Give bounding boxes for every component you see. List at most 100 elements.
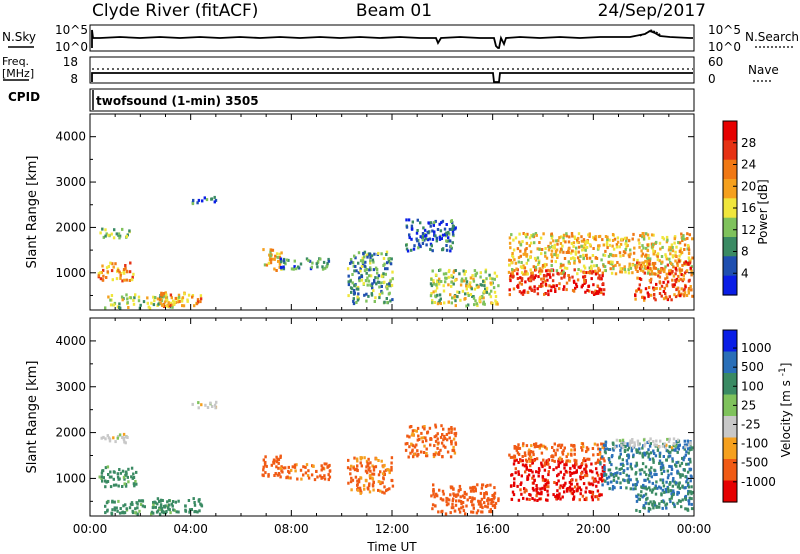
range-cell: [594, 477, 597, 481]
range-cell: [354, 265, 357, 268]
range-cell: [359, 259, 363, 263]
range-cell: [670, 465, 673, 469]
range-cell: [540, 277, 543, 281]
range-cell: [435, 239, 438, 243]
range-cell: [563, 233, 566, 237]
range-cell: [513, 477, 516, 481]
range-cell: [357, 287, 360, 291]
range-cell: [479, 283, 482, 287]
range-cell: [684, 260, 687, 264]
range-cell: [521, 444, 525, 448]
range-cell: [674, 444, 677, 448]
range-cell: [639, 472, 642, 476]
range-cell: [352, 299, 355, 303]
range-cell: [447, 427, 451, 431]
range-cell: [619, 254, 622, 258]
range-cell: [447, 236, 450, 240]
range-cell: [171, 305, 174, 309]
range-cell: [349, 261, 352, 265]
range-cell: [173, 300, 177, 304]
range-cell: [601, 465, 604, 469]
range-cell: [457, 290, 461, 294]
range-cell: [327, 465, 330, 468]
range-cell: [589, 490, 592, 494]
range-cell: [551, 255, 554, 259]
range-cell: [436, 446, 439, 450]
range-cell: [459, 488, 462, 491]
range-cell: [553, 442, 556, 446]
range-cell: [547, 248, 551, 252]
range-cell: [687, 502, 691, 506]
range-cell: [136, 512, 139, 516]
x-tick-label: 04:00: [173, 522, 208, 536]
range-cell: [657, 274, 660, 278]
range-cell: [622, 253, 625, 257]
range-cell: [123, 440, 126, 444]
range-cell: [587, 447, 590, 451]
range-cell: [555, 239, 558, 243]
range-cell: [623, 236, 627, 240]
range-cell: [539, 272, 542, 276]
range-cell: [101, 227, 104, 231]
range-cell: [416, 218, 419, 222]
range-cell: [152, 295, 155, 299]
range-cell: [518, 281, 522, 285]
range-cell: [372, 480, 375, 484]
range-cell: [688, 490, 691, 494]
colorbar-swatch: [723, 256, 737, 277]
range-cell: [644, 287, 648, 291]
range-cell: [686, 439, 689, 443]
range-cell: [539, 487, 542, 491]
range-cell: [669, 248, 672, 252]
range-cell: [665, 235, 669, 239]
range-cell: [601, 238, 604, 242]
range-cell: [683, 261, 686, 265]
range-cell: [643, 470, 646, 474]
range-cell: [630, 449, 633, 453]
range-cell: [641, 235, 644, 239]
range-cell: [511, 252, 514, 255]
range-cell: [611, 233, 615, 236]
range-cell: [320, 476, 323, 480]
range-cell: [199, 502, 202, 506]
range-cell: [648, 279, 652, 282]
range-cell: [525, 235, 528, 239]
range-cell: [569, 257, 573, 261]
range-cell: [620, 467, 623, 471]
range-cell: [466, 291, 470, 295]
range-cell: [383, 300, 386, 304]
range-cell: [651, 244, 655, 248]
range-cell: [569, 473, 572, 477]
range-cell: [642, 438, 646, 442]
range-cell: [319, 257, 322, 261]
range-cell: [450, 506, 454, 510]
range-cell: [522, 442, 525, 446]
range-cell: [477, 499, 480, 503]
range-cell: [656, 448, 660, 452]
range-cell: [618, 245, 621, 249]
range-cell: [563, 490, 566, 494]
range-cell: [193, 510, 196, 514]
range-cell: [124, 482, 128, 486]
range-cell: [662, 484, 666, 488]
range-cell: [604, 479, 607, 483]
range-cell: [521, 459, 524, 463]
range-cell: [576, 487, 579, 491]
range-cell: [352, 264, 355, 268]
velocity-colorbar-label: Velocity [m s -1]: [778, 363, 793, 458]
range-cell: [300, 477, 303, 481]
range-cell: [647, 286, 651, 289]
range-cell: [352, 466, 355, 470]
range-cell: [559, 271, 563, 275]
range-cell: [652, 440, 655, 443]
range-cell: [642, 263, 645, 267]
velocity-colorbar-label-exponent: -1: [778, 367, 788, 376]
range-cell: [680, 251, 684, 255]
range-cell: [269, 254, 272, 258]
range-cell: [641, 261, 644, 265]
range-cell: [102, 274, 105, 278]
range-cell: [583, 279, 586, 283]
range-cell: [547, 473, 550, 477]
range-cell: [652, 460, 655, 464]
range-cell: [650, 269, 654, 273]
